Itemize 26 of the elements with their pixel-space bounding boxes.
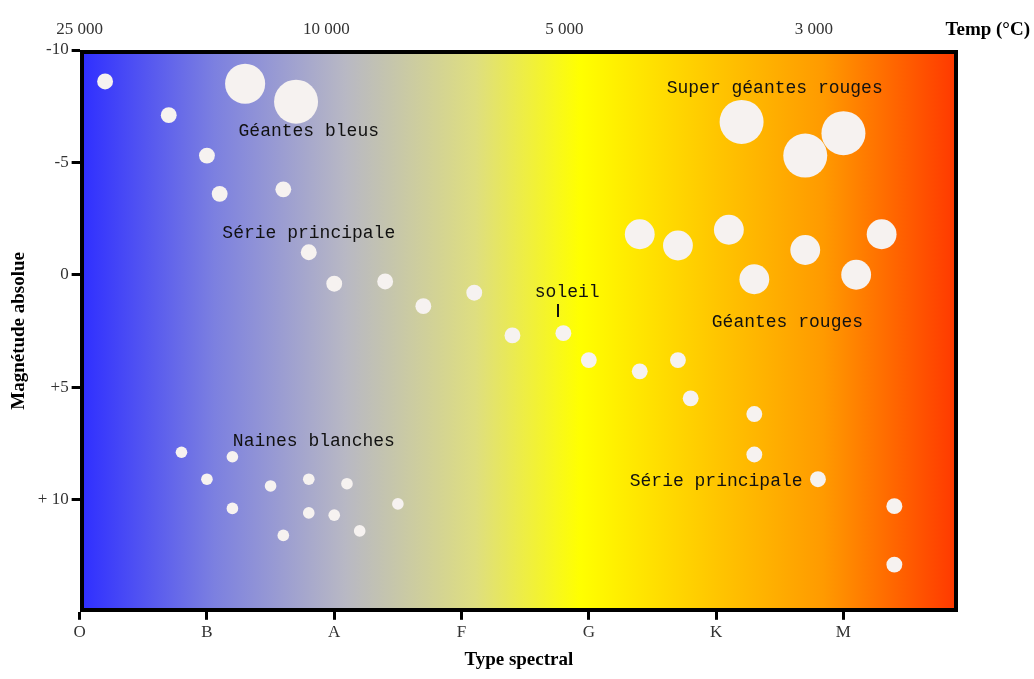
x-tick-label: O [73,622,86,642]
text: 3 000 [794,19,834,39]
annotation: Naines blanches [232,430,395,451]
annotation: Géantes rouges [711,311,864,332]
x-tick-label: A [328,622,342,642]
text: Temp (°C) [945,17,1030,40]
text: 5 000 [545,19,584,39]
x-tick-label: G [582,622,595,642]
annotation: Série principale [629,471,803,492]
x-tick-label: F [456,622,467,642]
y-tick-label: + 10 [37,488,69,508]
x-tick-label: K [709,622,723,642]
annotation: Géantes bleus [238,120,379,141]
x-tick-label: M [835,622,851,642]
annotation: soleil [534,282,600,303]
y-tick-label: -10 [45,39,69,59]
y-tick-label: 0 [60,264,69,284]
x-axis-title: Type spectral [464,647,574,669]
x-tick-label: B [201,622,213,642]
text: 25 000 [56,19,104,39]
annotation: Super géantes rouges [666,77,883,98]
y-tick-label: +5 [50,376,69,396]
y-tick-label: -5 [54,151,69,171]
text: 10 000 [303,19,350,39]
y-axis-title: Magnétude absolue [7,251,29,410]
annotation: Série principale [222,222,396,243]
